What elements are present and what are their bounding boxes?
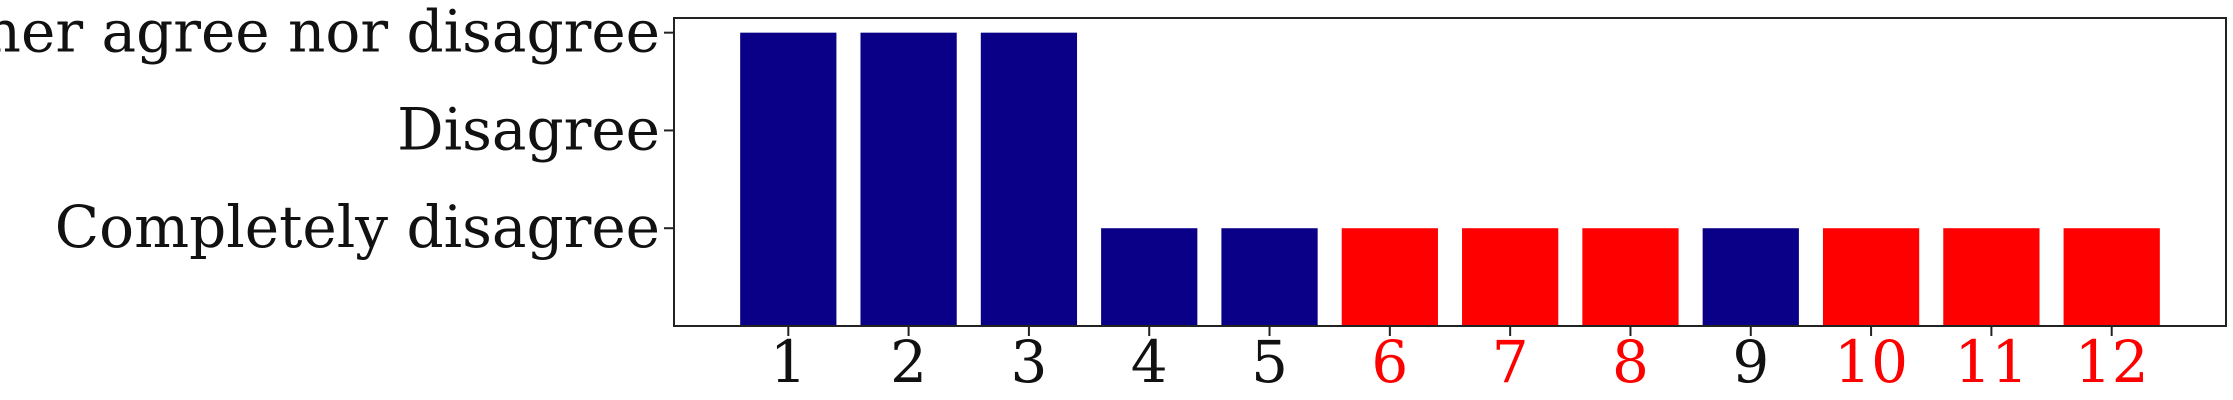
x-tick-label: 3	[1010, 328, 1047, 396]
x-tick-label: 4	[1131, 328, 1168, 396]
y-axis: Completely disagree Disagree Neither agree…	[0, 0, 674, 261]
bar-8	[1582, 228, 1679, 326]
x-tick-label: 7	[1492, 328, 1529, 396]
x-tick-label: 6	[1371, 328, 1408, 396]
x-tick-label: 10	[1834, 328, 1908, 396]
x-tick-label: 12	[2075, 328, 2149, 396]
y-tick-label: Neither agree nor disagree	[0, 0, 660, 66]
plot-frame	[673, 17, 2227, 327]
x-axis: 1 2 3 4 5 6 7 8 9 10 11 12	[770, 326, 2149, 396]
bar-7	[1462, 228, 1559, 326]
bar-5	[1221, 228, 1318, 326]
x-tick-label: 9	[1732, 328, 1769, 396]
x-tick-label: 1	[770, 328, 807, 396]
y-tick-label: Disagree	[397, 95, 660, 163]
bar-6	[1341, 228, 1438, 326]
bar-12	[2063, 228, 2160, 326]
bar-2	[860, 32, 957, 327]
x-tick-label: 8	[1612, 328, 1649, 396]
bar-10	[1822, 228, 1920, 326]
bar-3	[980, 32, 1078, 327]
x-tick-label: 11	[1954, 328, 2028, 396]
x-tick-label: 2	[890, 328, 927, 396]
bar-11	[1943, 228, 2040, 326]
bars-group	[740, 32, 2160, 327]
bar-9	[1702, 228, 1799, 326]
bar-1	[740, 32, 837, 327]
y-tick-label: Completely disagree	[55, 193, 660, 261]
bar-4	[1101, 228, 1198, 326]
x-tick-label: 5	[1251, 328, 1288, 396]
